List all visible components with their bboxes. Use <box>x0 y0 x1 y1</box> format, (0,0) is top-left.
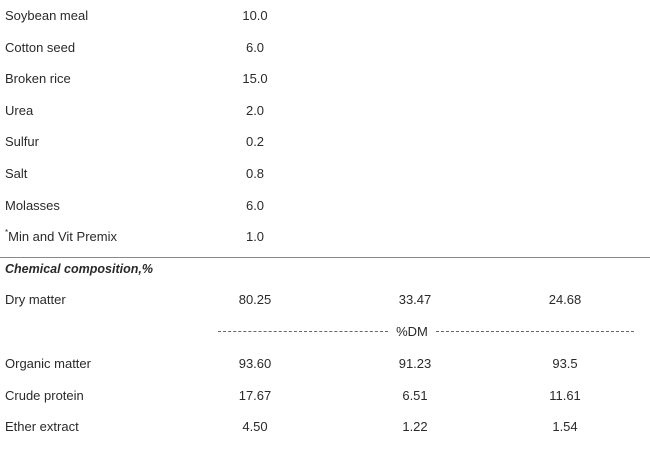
value-cell: 10.0 <box>242 8 268 23</box>
row-label: Molasses <box>5 198 60 214</box>
divider-dash <box>218 331 388 332</box>
row-label-text: Min and Vit Premix <box>8 229 117 245</box>
value-cell: 4.50 <box>242 419 268 435</box>
value-cell: 11.61 <box>549 387 581 403</box>
value-cell: 15.0 <box>242 71 268 87</box>
section-title: Chemical composition,% <box>5 262 153 276</box>
row-label: *Min and Vit Premix <box>5 229 117 245</box>
divider-dash <box>436 331 634 332</box>
value-cell: 6.0 <box>245 197 265 213</box>
row-label-text: Cotton seed <box>5 39 76 55</box>
row-label-text: Soybean meal <box>5 8 89 23</box>
value-cell: 2.0 <box>245 102 265 118</box>
row-label-text: Organic matter <box>5 356 91 371</box>
value-cell: 6.0 <box>245 39 265 55</box>
value-cell: 0.8 <box>245 166 265 181</box>
row-label-text: Broken rice <box>5 71 71 87</box>
row-label: Broken rice <box>5 71 71 87</box>
row-label-text: Urea <box>5 102 34 118</box>
value-cell: 0.2 <box>245 134 265 150</box>
value-cell: 6.51 <box>402 387 428 403</box>
row-label: Cotton seed <box>5 40 75 56</box>
value-cell: 91.23 <box>398 356 432 371</box>
value-cell: 1.22 <box>402 419 428 435</box>
row-label-text: Salt <box>5 166 28 181</box>
row-label: Organic matter <box>5 356 91 372</box>
unit-divider: %DM <box>396 324 428 339</box>
row-label: Salt <box>5 166 27 182</box>
value-cell: 93.60 <box>238 356 272 371</box>
row-label: Soybean meal <box>5 8 88 24</box>
value-cell: 80.25 <box>238 292 272 307</box>
section-rule <box>0 257 650 258</box>
value-cell: 24.68 <box>548 292 582 307</box>
row-label: Sulfur <box>5 134 39 150</box>
value-cell: 1.54 <box>552 419 578 435</box>
value-cell: 93.5 <box>552 356 578 371</box>
row-label-text: Ether extract <box>5 419 79 435</box>
row-label: Urea <box>5 103 33 119</box>
row-label: Ether extract <box>5 419 79 435</box>
value-cell: 33.47 <box>398 292 432 307</box>
row-label-text: Dry matter <box>5 292 66 307</box>
row-label-text: Molasses <box>5 197 60 213</box>
value-cell: 17.67 <box>238 387 272 403</box>
value-cell: 1.0 <box>245 229 265 245</box>
row-label: Crude protein <box>5 388 84 404</box>
row-label: Dry matter <box>5 292 66 308</box>
footnote-marker: * <box>5 228 9 238</box>
row-label-text: Sulfur <box>5 134 39 150</box>
row-label-text: Crude protein <box>5 387 84 403</box>
